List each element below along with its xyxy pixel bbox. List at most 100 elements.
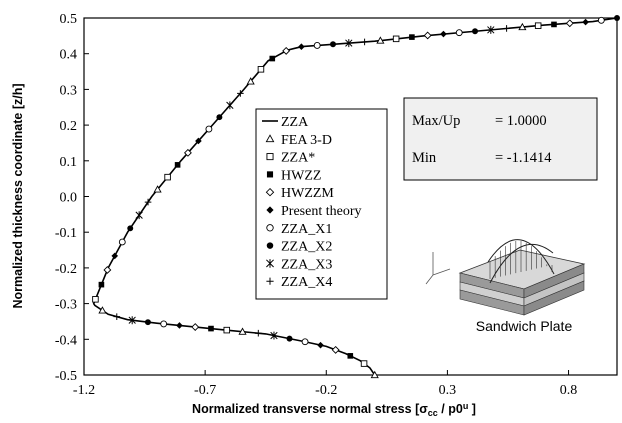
data-marker-plus: [113, 313, 121, 320]
y-tick-label: 0.2: [60, 119, 78, 134]
x-axis-ticks: -1.2 -0.7 -0.2 0.3 0.8: [73, 370, 577, 398]
x-axis-title-main: Normalized transverse normal stress [σ: [192, 402, 428, 416]
data-marker-circle-open: [597, 16, 605, 24]
data-marker-square-open: [223, 326, 231, 334]
data-markers: [92, 15, 620, 379]
data-marker-triangle-open: [98, 306, 107, 314]
data-marker-triangle-open: [153, 185, 162, 193]
y-tick-label: 0.3: [60, 83, 78, 98]
data-marker-circle-filled: [127, 225, 134, 232]
x-tick-label: 0.8: [560, 383, 578, 398]
y-tick-label: 0.1: [60, 155, 78, 170]
x-axis-title-mid: / p0: [438, 402, 463, 416]
data-marker-circle-open: [301, 338, 309, 346]
y-tick-label: -0.5: [55, 369, 77, 384]
data-marker-triangle-open: [370, 370, 379, 379]
data-marker-asterisk: [128, 316, 136, 325]
data-marker-plus: [255, 329, 262, 337]
data-marker-square-filled: [409, 34, 415, 40]
legend-marker-asterisk: [266, 259, 274, 268]
legend-label: ZZA_X3: [281, 257, 332, 272]
x-tick-label: -1.2: [73, 383, 95, 398]
legend-box: [255, 108, 388, 300]
data-marker-circle-filled: [330, 41, 336, 48]
data-marker-plus: [237, 90, 244, 97]
data-marker-diamond-open: [331, 345, 340, 354]
x-axis-title-end: ]: [468, 402, 476, 416]
data-marker-circle-filled: [216, 114, 223, 121]
legend-label: FEA 3-D: [281, 133, 332, 148]
data-marker-diamond-filled: [298, 43, 305, 51]
legend-label: ZZA_X1: [281, 222, 332, 237]
data-marker-square-open: [392, 35, 400, 43]
y-tick-label: -0.4: [55, 333, 77, 348]
y-axis-ticks: -0.5 -0.4 -0.3 -0.2 -0.1 0.0 0.1 0.2 0.3 0.4 0.5: [55, 12, 89, 384]
x-tick-label: -0.2: [315, 383, 337, 398]
y-tick-label: -0.2: [55, 262, 77, 277]
info-max-value: = 1.0000: [495, 113, 547, 129]
data-marker-circle-open: [160, 320, 168, 328]
data-marker-triangle-open: [518, 22, 527, 31]
info-min-label: Min: [412, 150, 437, 166]
data-marker-square-filled: [269, 55, 276, 62]
legend-label: ZZA: [281, 115, 309, 130]
legend-marker-square-open: [266, 153, 274, 161]
data-marker-diamond-open: [103, 266, 112, 274]
x-tick-label: -0.7: [194, 383, 216, 398]
data-marker-diamond-open: [565, 19, 574, 28]
data-marker-triangle-open: [246, 77, 255, 85]
data-marker-circle-open: [313, 42, 321, 49]
data-marker-diamond-open: [282, 46, 291, 55]
legend-marker-diamond-filled: [266, 206, 274, 214]
legend-label: ZZA_X2: [281, 240, 332, 255]
data-marker-diamond-filled: [582, 18, 589, 26]
legend-marker-diamond-open: [265, 187, 275, 197]
data-marker-square-open: [92, 296, 99, 303]
data-marker-asterisk: [135, 211, 143, 220]
legend-marker-square-filled: [266, 171, 274, 178]
x-axis-title-sub: cc: [428, 408, 438, 418]
info-box-frame: [403, 97, 598, 181]
data-marker-square-filled: [98, 281, 105, 288]
y-tick-label: 0.5: [60, 12, 78, 27]
y-tick-label: 0.0: [60, 191, 78, 206]
data-marker-diamond-filled: [440, 30, 447, 38]
legend-label: Present theory: [281, 204, 361, 219]
legend-label: HWZZ: [281, 168, 321, 183]
legend-marker-plus: [266, 277, 274, 285]
y-axis-title: Normalized thickness coordinate [z/h]: [11, 83, 25, 308]
data-marker-square-filled: [551, 21, 557, 28]
data-marker-circle-filled: [286, 335, 293, 342]
info-max-label: Max/Up: [412, 113, 460, 129]
data-marker-square-open: [534, 22, 542, 29]
data-marker-square-filled: [347, 353, 354, 359]
data-marker-diamond-open: [191, 323, 200, 331]
data-marker-square-open: [164, 173, 171, 181]
sandwich-plate-icon: [425, 239, 586, 316]
legend: ZZA FEA 3-D ZZA* HWZZ HWZZM Present theory ZZA…: [255, 108, 388, 300]
legend-label: ZZA*: [281, 151, 315, 166]
inset-caption: Sandwich Plate: [476, 318, 573, 334]
y-tick-label: -0.3: [55, 298, 77, 313]
data-marker-square-open: [257, 66, 265, 73]
data-marker-asterisk: [270, 331, 278, 340]
x-axis-title-sup: u: [463, 401, 469, 411]
data-marker-asterisk: [345, 39, 353, 48]
data-marker-asterisk: [487, 25, 495, 34]
info-box: Max/Up = 1.0000 Min = -1.1414: [403, 97, 598, 181]
data-marker-triangle-open: [376, 36, 385, 44]
data-marker-diamond-filled: [176, 322, 183, 329]
data-marker-circle-open: [205, 125, 213, 133]
x-tick-label: 0.3: [439, 383, 457, 398]
data-marker-diamond-filled: [195, 137, 202, 145]
data-marker-circle-filled: [472, 28, 478, 35]
data-marker-circle-open: [455, 29, 463, 37]
data-marker-plus: [503, 25, 510, 32]
data-marker-diamond-filled: [111, 252, 119, 260]
data-marker-triangle-open: [238, 327, 247, 335]
data-marker-circle-filled: [614, 15, 620, 21]
data-marker-plus: [144, 198, 152, 206]
legend-label: HWZZM: [281, 186, 334, 201]
data-marker-square-open: [360, 360, 368, 367]
